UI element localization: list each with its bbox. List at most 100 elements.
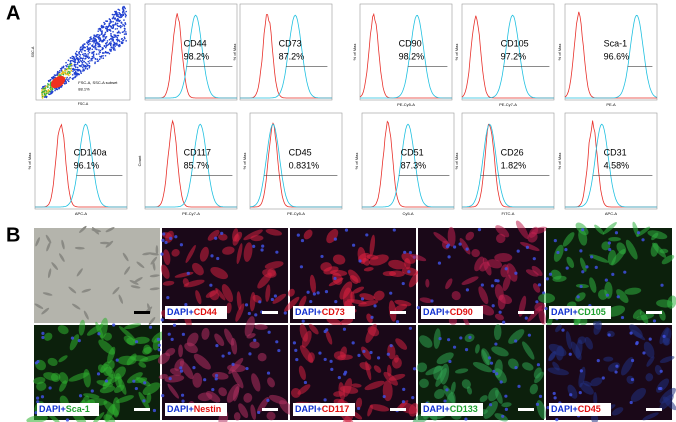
nucleus: [532, 257, 536, 261]
scatter-dot: [55, 74, 58, 76]
label-box: [549, 306, 611, 319]
panel-label: A: [6, 2, 20, 24]
nucleus: [555, 417, 559, 422]
nucleus: [161, 238, 165, 242]
nucleus: [351, 243, 356, 247]
scatter-dot: [81, 63, 83, 66]
scatter-dot: [87, 43, 90, 46]
stain-plus: +: [317, 307, 322, 317]
nucleus: [629, 331, 633, 335]
scatter-dot: [122, 14, 125, 17]
nucleus: [362, 349, 366, 353]
stain-plus: +: [573, 307, 578, 317]
cell: [590, 377, 603, 387]
cell: [575, 339, 583, 359]
scatter-dot: [53, 74, 56, 76]
scatter-dot: [91, 48, 94, 51]
cell: [163, 249, 171, 266]
nucleus: [579, 249, 583, 253]
nucleus: [261, 244, 265, 248]
scatter-dot: [92, 51, 95, 54]
nucleus: [401, 281, 405, 286]
scatter-dot: [98, 53, 100, 55]
nucleus: [546, 405, 550, 410]
nucleus: [184, 303, 188, 307]
nucleus: [447, 255, 451, 259]
scale-bar: [390, 311, 406, 314]
scatter-dot: [114, 45, 116, 48]
nucleus: [629, 400, 633, 405]
stain-label: DAPI+CD44: [167, 307, 217, 317]
cell: [264, 261, 284, 270]
nucleus: [448, 359, 452, 364]
cell: [83, 310, 89, 320]
marker-label: CD44: [184, 39, 207, 49]
stain-plus: +: [573, 404, 578, 414]
nucleus: [561, 328, 565, 332]
percent-label: 4.58%: [604, 161, 630, 171]
cell: [394, 354, 399, 363]
percent-label: 97.2%: [501, 52, 527, 62]
nucleus: [548, 272, 553, 276]
nucleus: [170, 337, 174, 342]
scatter-dot: [83, 49, 86, 52]
scatter-dot: [90, 57, 93, 60]
nucleus: [402, 387, 406, 391]
nucleus: [501, 414, 505, 418]
cell: [555, 324, 562, 333]
cell: [192, 262, 204, 276]
nucleus: [96, 372, 101, 376]
scatter-dot: [125, 10, 128, 13]
scatter-dot: [109, 22, 112, 24]
scatter-dot: [45, 85, 48, 87]
nucleus: [494, 342, 498, 346]
cell: [186, 332, 199, 347]
scatter-dot: [43, 85, 45, 88]
cell: [534, 371, 544, 384]
cell: [355, 397, 363, 409]
cell: [647, 230, 668, 240]
histogram-curve: [462, 123, 554, 208]
scatter-dot: [69, 59, 72, 62]
nucleus: [395, 320, 400, 324]
percent-label: 87.2%: [279, 52, 305, 62]
scatter-dot: [105, 44, 108, 46]
scatter-dot: [66, 76, 68, 79]
scatter-dot: [81, 48, 84, 51]
nucleus: [538, 394, 543, 398]
histogram-curve: [360, 14, 452, 99]
cell: [608, 236, 621, 242]
cell: [363, 267, 374, 272]
cell: [667, 295, 676, 309]
marker-label: CD105: [501, 39, 529, 49]
scale-bar: [134, 408, 150, 411]
nucleus: [275, 250, 279, 254]
cell: [368, 254, 389, 266]
nucleus: [267, 330, 271, 334]
scatter-dot: [117, 8, 120, 11]
scatter-dot: [118, 9, 121, 11]
nucleus: [342, 327, 347, 331]
scatter-dot: [78, 61, 81, 64]
cell: [410, 253, 427, 262]
scatter-dot: [64, 83, 66, 85]
cell: [105, 227, 115, 233]
scatter-dot: [115, 44, 118, 46]
scatter-dot: [116, 36, 119, 39]
scatter-dot: [120, 13, 122, 16]
scatter-dot: [101, 30, 103, 32]
cell: [199, 246, 209, 262]
cell: [575, 292, 586, 302]
scatter-dot: [86, 41, 88, 44]
scatter-dot: [94, 37, 96, 40]
scatter-dot: [109, 28, 111, 31]
cell: [593, 320, 602, 330]
nucleus: [445, 244, 450, 249]
nucleus: [407, 270, 411, 274]
scatter-dot: [89, 47, 91, 49]
nucleus: [459, 336, 463, 340]
nucleus: [615, 364, 619, 368]
scatter-dot: [111, 13, 114, 16]
nucleus: [318, 351, 322, 355]
nucleus: [607, 333, 611, 337]
